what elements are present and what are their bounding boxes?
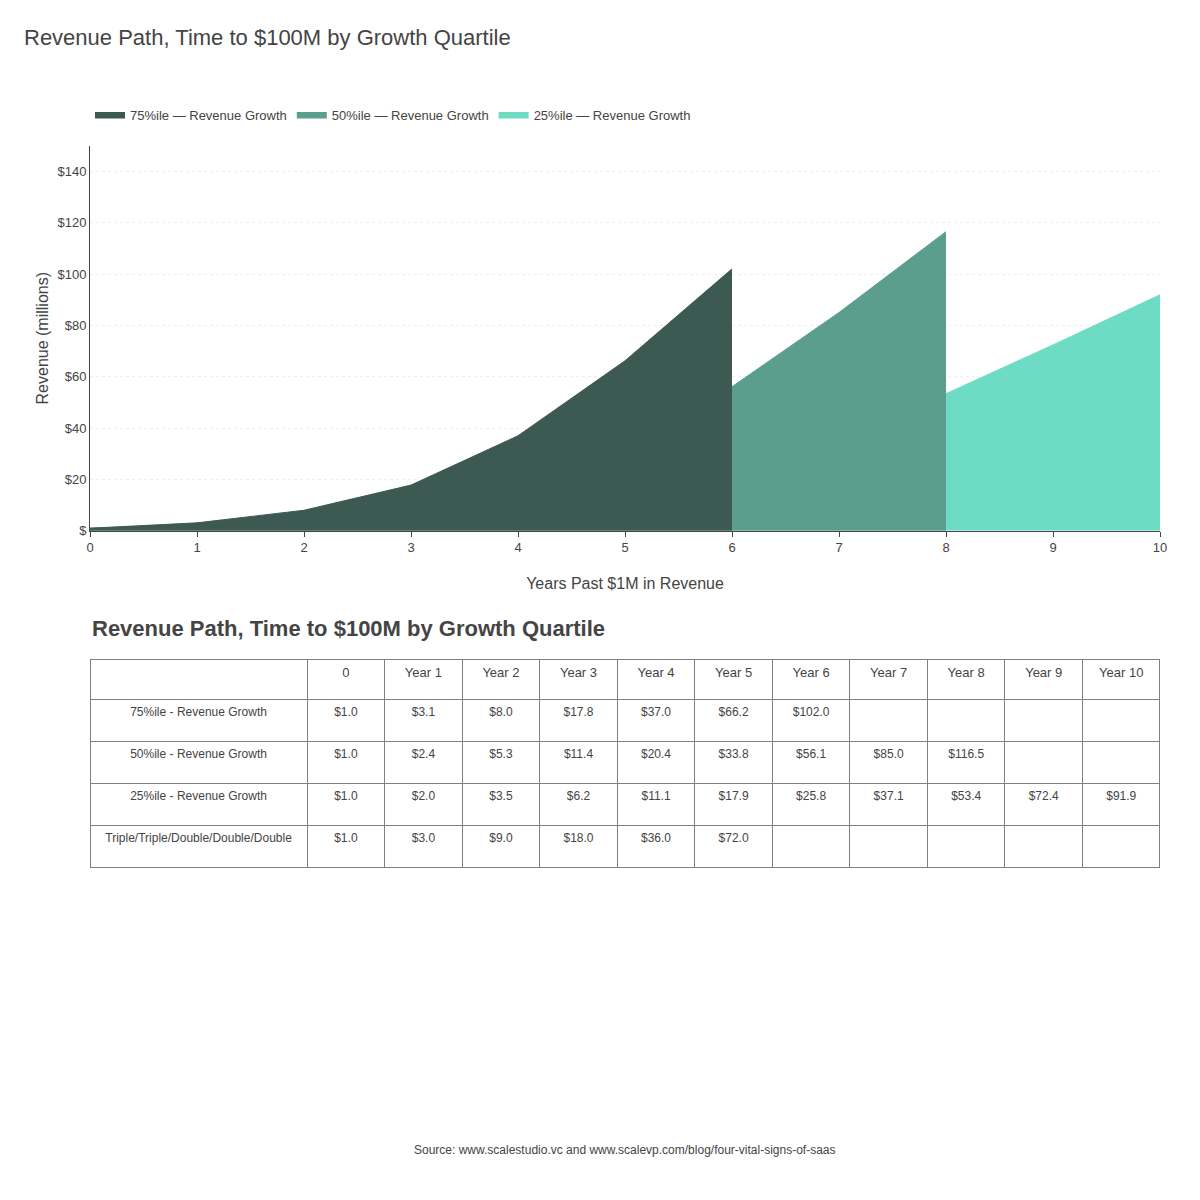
svg-text:$1.0: $1.0 [334, 789, 358, 803]
svg-text:Year 2: Year 2 [482, 665, 519, 680]
svg-text:$9.0: $9.0 [489, 831, 513, 845]
svg-text:Triple/Triple/Double/Double/Do: Triple/Triple/Double/Double/Double [105, 831, 292, 845]
svg-text:7: 7 [835, 540, 842, 555]
svg-text:$11.1: $11.1 [641, 789, 670, 803]
svg-text:$2.4: $2.4 [412, 747, 436, 761]
svg-text:$66.2: $66.2 [719, 705, 749, 719]
svg-text:$116.5: $116.5 [948, 747, 984, 761]
svg-text:50%ile - Revenue Growth: 50%ile - Revenue Growth [130, 747, 267, 761]
svg-text:Year 3: Year 3 [560, 665, 597, 680]
svg-text:8: 8 [942, 540, 949, 555]
svg-text:$17.8: $17.8 [563, 705, 593, 719]
svg-text:0: 0 [342, 665, 349, 680]
svg-text:Revenue (millions): Revenue (millions) [34, 272, 51, 405]
svg-text:$72.4: $72.4 [1029, 789, 1059, 803]
svg-text:Revenue Path, Time to $100M by: Revenue Path, Time to $100M by Growth Qu… [92, 616, 605, 641]
svg-text:$140: $140 [57, 164, 86, 179]
svg-text:$2.0: $2.0 [412, 789, 436, 803]
svg-text:$80: $80 [65, 318, 87, 333]
svg-text:$1.0: $1.0 [334, 705, 358, 719]
svg-text:$85.0: $85.0 [874, 747, 904, 761]
svg-text:Year 1: Year 1 [405, 665, 442, 680]
svg-text:25%ile - Revenue Growth: 25%ile - Revenue Growth [130, 789, 267, 803]
svg-text:3: 3 [407, 540, 414, 555]
svg-text:Years Past $1M in Revenue: Years Past $1M in Revenue [526, 575, 724, 592]
svg-text:50%ile — Revenue Growth: 50%ile — Revenue Growth [332, 108, 489, 123]
svg-text:$6.2: $6.2 [567, 789, 591, 803]
svg-text:Year 6: Year 6 [793, 665, 830, 680]
svg-text:25%ile — Revenue Growth: 25%ile — Revenue Growth [534, 108, 691, 123]
svg-text:$5.3: $5.3 [489, 747, 513, 761]
svg-text:$33.8: $33.8 [719, 747, 749, 761]
svg-text:$20: $20 [65, 472, 87, 487]
svg-text:$17.9: $17.9 [719, 789, 749, 803]
svg-text:$37.0: $37.0 [641, 705, 671, 719]
svg-text:$3.1: $3.1 [412, 705, 436, 719]
svg-text:$60: $60 [65, 369, 87, 384]
svg-text:$1.0: $1.0 [334, 831, 358, 845]
svg-text:6: 6 [728, 540, 735, 555]
svg-text:$8.0: $8.0 [489, 705, 513, 719]
svg-text:$3.0: $3.0 [412, 831, 436, 845]
svg-text:9: 9 [1049, 540, 1056, 555]
svg-text:75%ile - Revenue Growth: 75%ile - Revenue Growth [130, 705, 267, 719]
svg-text:Year 10: Year 10 [1099, 665, 1143, 680]
svg-text:0: 0 [86, 540, 93, 555]
svg-text:$56.1: $56.1 [796, 747, 826, 761]
svg-text:$25.8: $25.8 [796, 789, 826, 803]
svg-text:2: 2 [300, 540, 307, 555]
svg-text:$20.4: $20.4 [641, 747, 671, 761]
svg-text:10: 10 [1153, 540, 1167, 555]
svg-text:$37.1: $37.1 [874, 789, 904, 803]
svg-text:Year 9: Year 9 [1025, 665, 1062, 680]
svg-text:$3.5: $3.5 [489, 789, 513, 803]
svg-text:$11.4: $11.4 [564, 747, 593, 761]
svg-text:$72.0: $72.0 [719, 831, 749, 845]
svg-text:1: 1 [193, 540, 200, 555]
svg-text:$100: $100 [57, 267, 86, 282]
svg-text:$18.0: $18.0 [563, 831, 593, 845]
svg-text:Year 4: Year 4 [637, 665, 674, 680]
svg-text:Year 7: Year 7 [870, 665, 907, 680]
svg-text:$40: $40 [65, 421, 87, 436]
svg-text:$102.0: $102.0 [793, 705, 830, 719]
svg-text:$53.4: $53.4 [951, 789, 981, 803]
svg-text:Year 8: Year 8 [948, 665, 985, 680]
svg-text:5: 5 [621, 540, 628, 555]
svg-text:$1.0: $1.0 [334, 747, 358, 761]
svg-text:$91.9: $91.9 [1106, 789, 1136, 803]
svg-text:$36.0: $36.0 [641, 831, 671, 845]
svg-text:$: $ [79, 523, 87, 538]
svg-text:Source: www.scalestudio.vc and: Source: www.scalestudio.vc and www.scale… [414, 1143, 836, 1157]
svg-text:Year 5: Year 5 [715, 665, 752, 680]
svg-text:4: 4 [514, 540, 521, 555]
svg-text:$120: $120 [57, 215, 86, 230]
svg-text:Revenue Path, Time to $100M by: Revenue Path, Time to $100M by Growth Qu… [24, 25, 511, 50]
svg-text:75%ile — Revenue Growth: 75%ile — Revenue Growth [130, 108, 287, 123]
